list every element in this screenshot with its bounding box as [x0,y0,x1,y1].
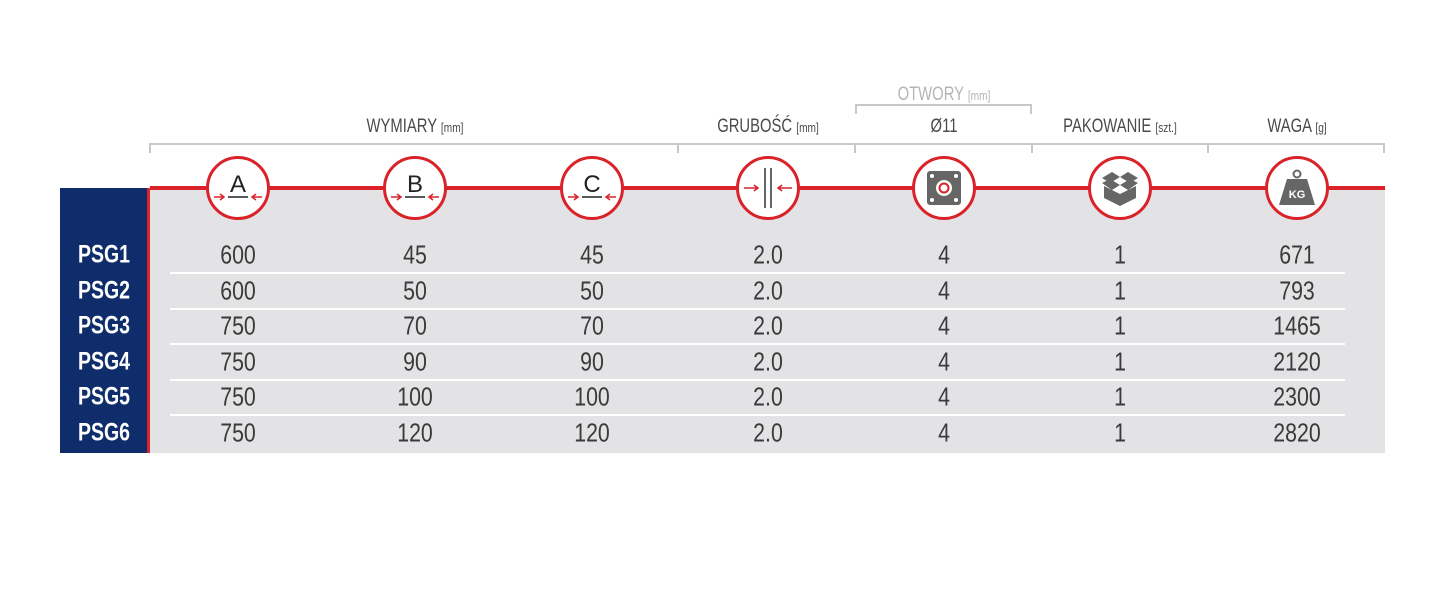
row-label: PSG5 [77,382,131,411]
svg-text:B: B [407,171,423,198]
table-cell: 750 [220,346,256,377]
svg-text:A: A [230,171,246,198]
row-label: PSG2 [77,276,131,305]
table-cell: 671 [1279,239,1315,270]
box-icon [1088,156,1152,220]
bracket-holes [855,104,1032,114]
table-cell: 750 [220,417,256,448]
table-cell: 45 [403,239,427,270]
row-separator [170,343,1345,346]
table-cell: 4 [938,239,950,270]
table-cell: 2.0 [753,346,783,377]
table-cell: 2820 [1273,417,1321,448]
row-separator [170,414,1345,417]
table-cell: 2.0 [753,310,783,341]
table-cell: 600 [220,239,256,270]
table-cell: 50 [580,275,604,306]
table-cell: 1 [1114,310,1126,341]
row-label: PSG6 [77,418,131,447]
row-separator [170,307,1345,310]
table-cell: 100 [574,381,610,412]
row-separator [170,272,1345,274]
weight-kg-icon: KG [1265,156,1329,220]
table-cell: 750 [220,310,256,341]
table-cell: 4 [938,346,950,377]
table-cell: 1 [1114,346,1126,377]
table-cell: 2300 [1273,381,1321,412]
dimension-b-icon: B [383,156,447,220]
table-cell: 1 [1114,239,1126,270]
table-cell: 4 [938,381,950,412]
bracket-weight [1207,143,1385,153]
row-label-column [60,188,148,453]
table-cell: 4 [938,275,950,306]
header-weight: WAGA [g] [1267,116,1327,137]
table-cell: 2.0 [753,381,783,412]
table-cell: 120 [574,417,610,448]
table-cell: 793 [1279,275,1315,306]
table-cell: 90 [403,346,427,377]
dimension-a-icon: A [206,156,270,220]
red-divider-vertical [147,188,150,453]
bracket-dimensions [149,143,679,153]
table-cell: 1 [1114,275,1126,306]
table-cell: 4 [938,417,950,448]
table-cell: 45 [580,239,604,270]
bracket-packing [1031,143,1209,153]
table-cell: 100 [397,381,433,412]
row-separator [170,378,1345,381]
table-cell: 2.0 [753,239,783,270]
table-cell: 4 [938,310,950,341]
bracket-thickness [677,143,856,153]
header-holes: OTWORY [mm] [897,84,991,105]
table-cell: 90 [580,346,604,377]
svg-text:KG: KG [1289,189,1306,201]
row-label: PSG3 [77,311,131,340]
row-label: PSG4 [77,347,131,376]
table-cell: 2.0 [753,275,783,306]
header-dimensions: WYMIARY [mm] [366,116,464,137]
table-body [150,188,1385,453]
table-cell: 50 [403,275,427,306]
table-cell: 2120 [1273,346,1321,377]
table-cell: 70 [403,310,427,341]
table-cell: 600 [220,275,256,306]
table-cell: 1465 [1273,310,1321,341]
table-cell: 750 [220,381,256,412]
row-label: PSG1 [77,240,131,269]
table-cell: 1 [1114,381,1126,412]
dimension-c-icon: C [560,156,624,220]
header-thickness: GRUBOŚĆ [mm] [717,116,819,137]
header-packing: PAKOWANIE [szt.] [1063,116,1177,137]
header-holes-diameter: Ø11 [930,116,958,137]
table-cell: 1 [1114,417,1126,448]
svg-text:C: C [583,171,600,198]
table-cell: 2.0 [753,417,783,448]
table-cell: 70 [580,310,604,341]
thickness-icon [736,156,800,220]
bracket-holes-diameter [854,143,1033,153]
table-cell: 120 [397,417,433,448]
mounting-plate-icon [912,156,976,220]
